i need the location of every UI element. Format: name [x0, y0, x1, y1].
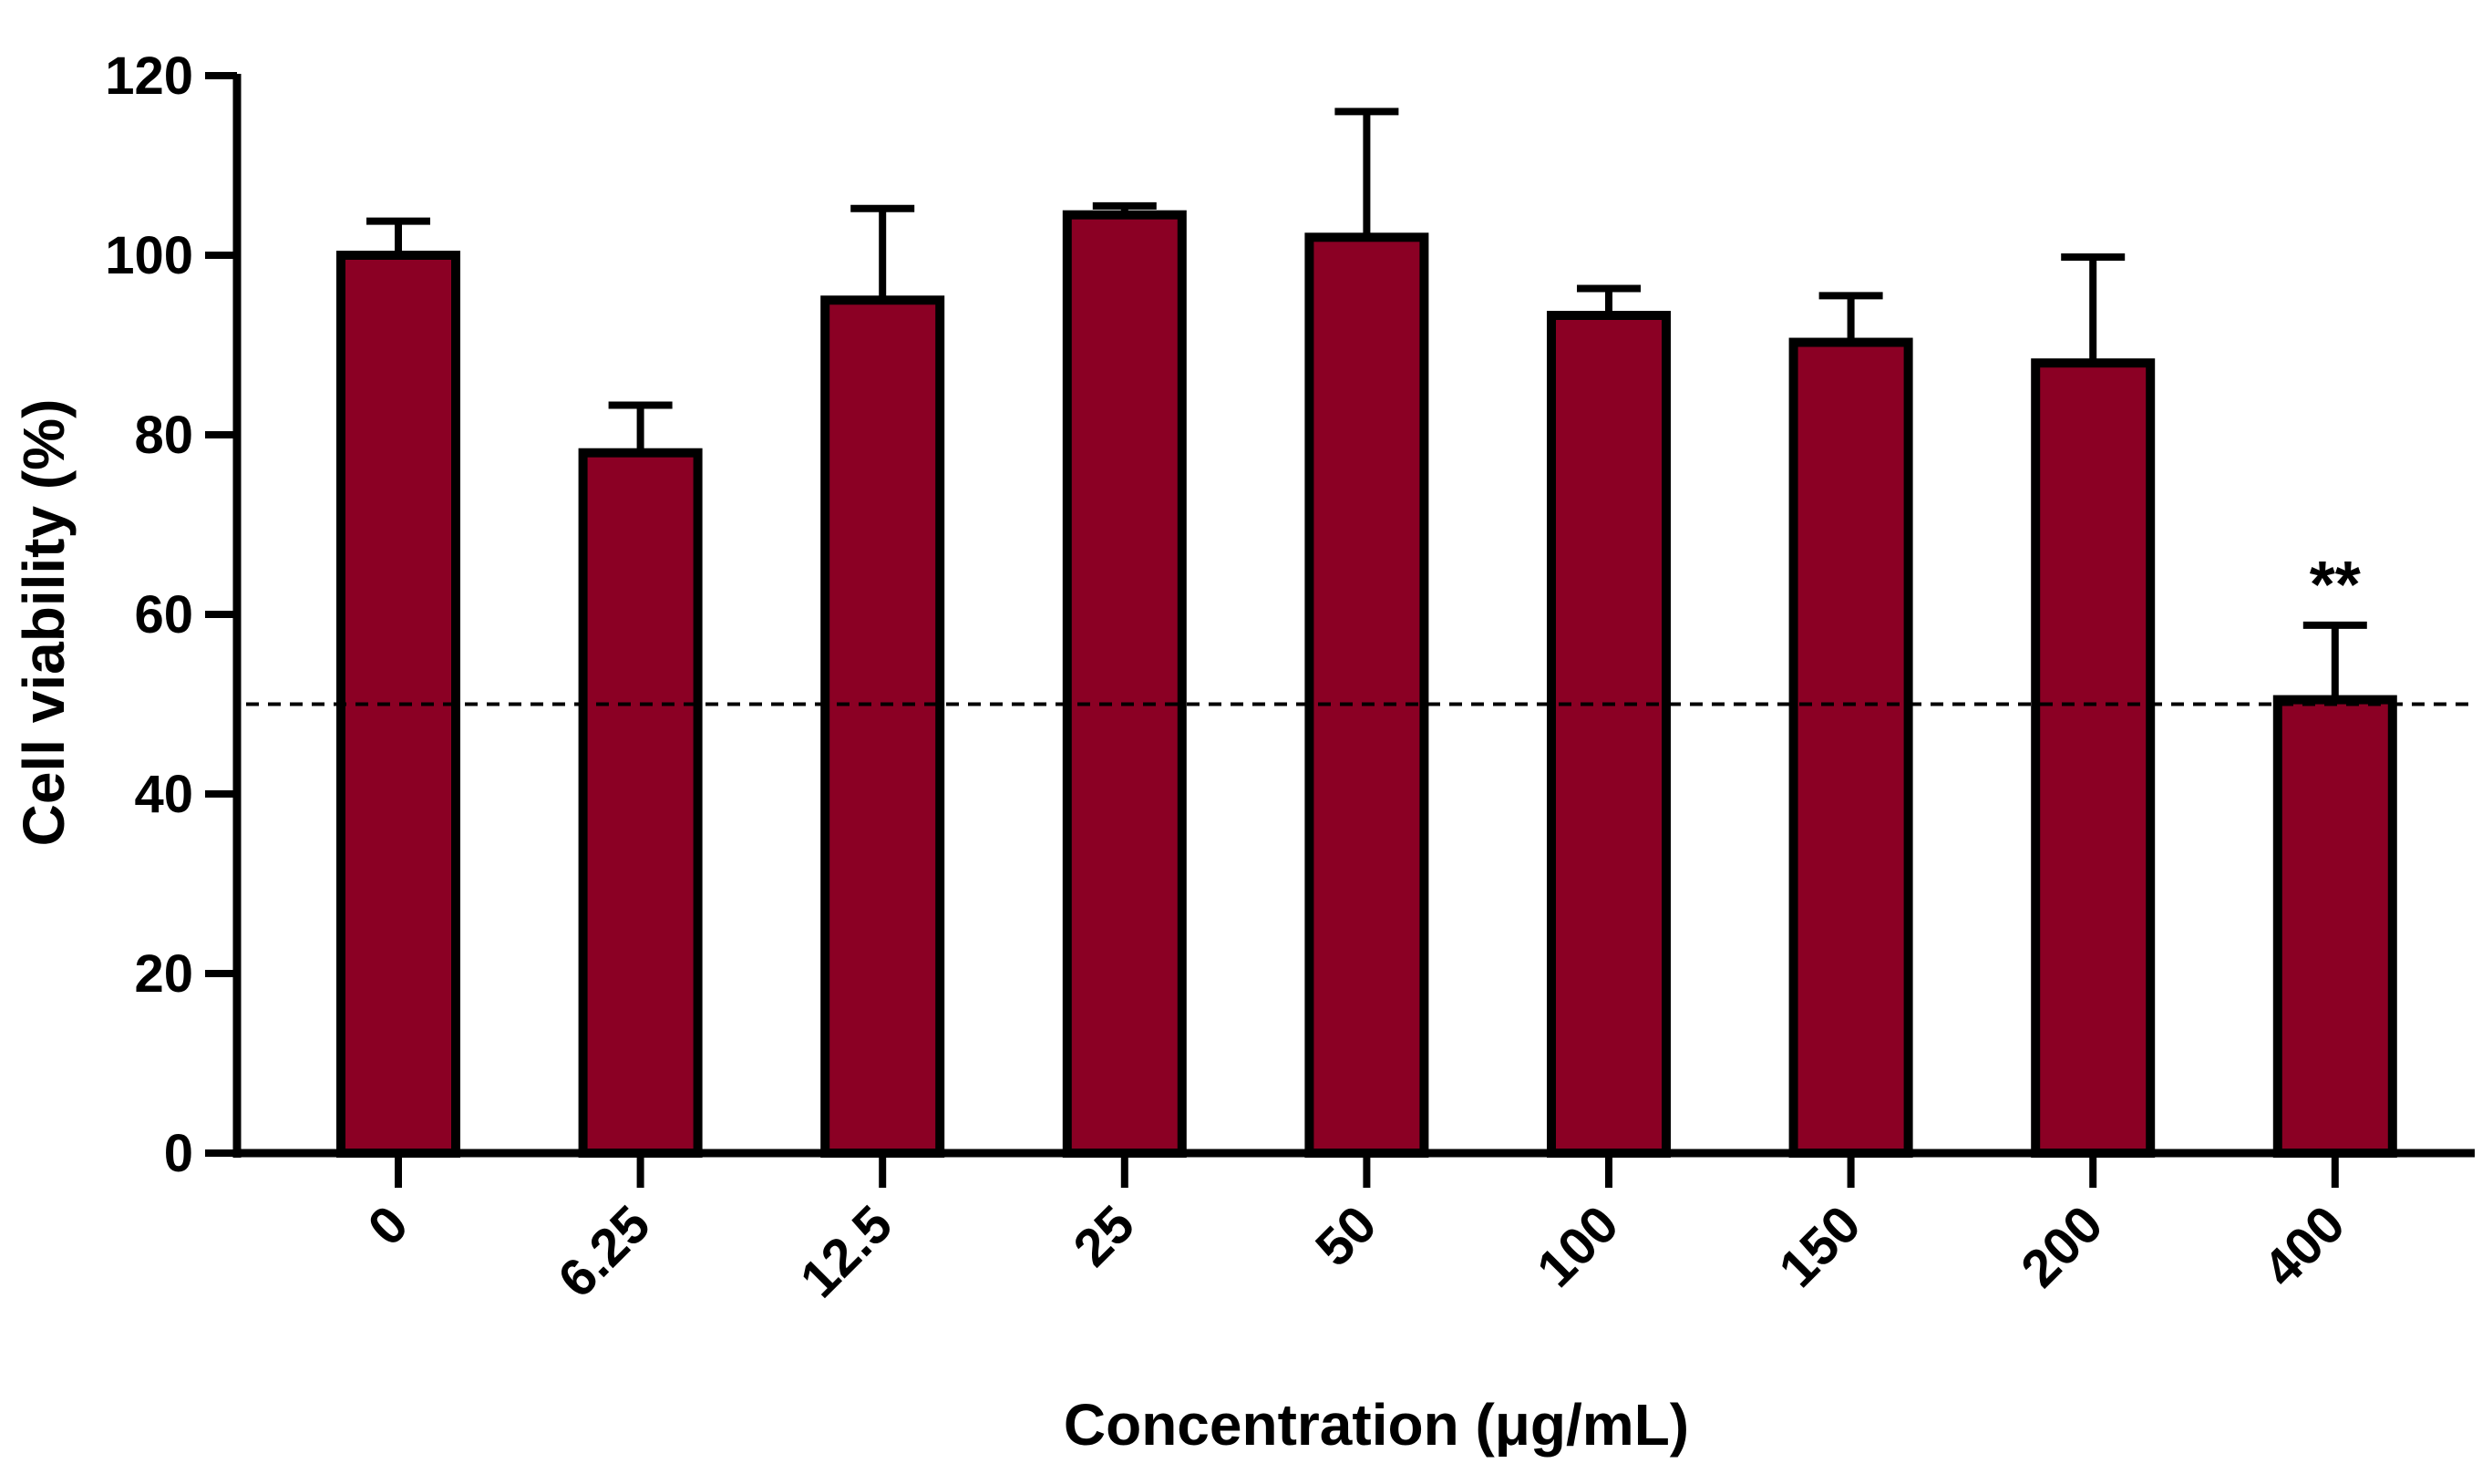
- y-axis-title: Cell viability (%): [11, 399, 77, 847]
- x-tick-label-0: 0: [356, 1194, 419, 1257]
- y-tick-label-40: 40: [134, 765, 193, 824]
- x-tick-label-50: 50: [1304, 1194, 1388, 1278]
- x-tick-label-200: 200: [2010, 1194, 2114, 1298]
- x-tick-label-150: 150: [1767, 1194, 1871, 1298]
- y-tick-label-60: 60: [134, 585, 193, 644]
- x-tick-label-6.25: 6.25: [547, 1194, 662, 1309]
- y-tick-label-100: 100: [105, 226, 193, 285]
- bar-25: [1062, 210, 1187, 1158]
- x-tick-label-400: 400: [2252, 1194, 2356, 1298]
- y-tick-label-0: 0: [164, 1124, 193, 1183]
- bar-12.5: [820, 295, 945, 1158]
- y-tick-label-120: 120: [105, 46, 193, 106]
- x-tick-label-25: 25: [1062, 1194, 1146, 1278]
- x-tick-label-12.5: 12.5: [789, 1194, 904, 1309]
- y-tick-label-80: 80: [134, 406, 193, 465]
- significance-annotation: **: [2310, 549, 2361, 622]
- bar-100: [1547, 310, 1671, 1158]
- bar-400: [2272, 695, 2397, 1158]
- bar-6.25: [578, 448, 703, 1158]
- bar-150: [1788, 337, 1913, 1159]
- bar-200: [2031, 358, 2156, 1158]
- x-tick-label-100: 100: [1526, 1194, 1630, 1298]
- x-axis-title: Concentration (μg/mL): [1064, 1392, 1689, 1458]
- bar-50: [1304, 232, 1429, 1158]
- y-tick-label-20: 20: [134, 944, 193, 1004]
